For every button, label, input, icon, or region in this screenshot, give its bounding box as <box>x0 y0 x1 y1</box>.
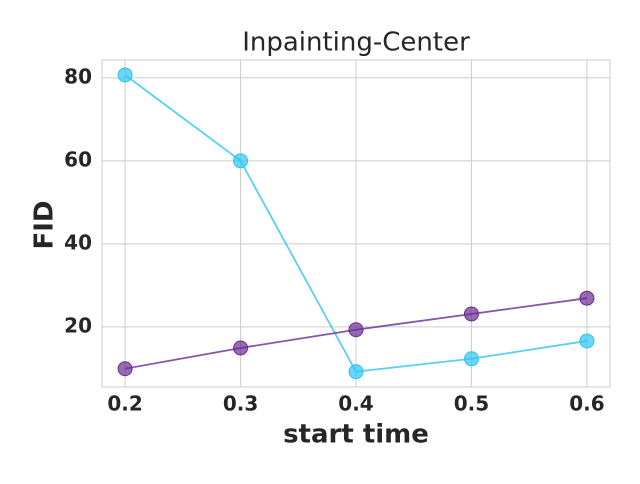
x-tick-label: 0.5 <box>454 392 489 416</box>
data-point <box>579 290 595 306</box>
y-tick-label: 60 <box>64 147 92 171</box>
y-axis-label: FID <box>30 200 60 249</box>
x-tick-label: 0.2 <box>107 392 142 416</box>
y-tick-label: 40 <box>64 230 92 254</box>
data-point <box>348 364 364 380</box>
x-tick-label: 0.3 <box>223 392 258 416</box>
y-tick-label: 80 <box>64 64 92 88</box>
data-point <box>233 340 249 356</box>
x-axis-label: start time <box>283 420 429 450</box>
data-point <box>348 322 364 338</box>
data-point <box>579 333 595 349</box>
data-point <box>463 306 479 322</box>
data-point <box>463 351 479 367</box>
chart-title: Inpainting-Center <box>242 28 470 58</box>
x-tick-label: 0.6 <box>569 392 604 416</box>
x-tick-label: 0.4 <box>338 392 373 416</box>
data-point <box>117 67 133 83</box>
data-point <box>233 153 249 169</box>
y-tick-label: 20 <box>64 313 92 337</box>
data-point <box>117 361 133 377</box>
